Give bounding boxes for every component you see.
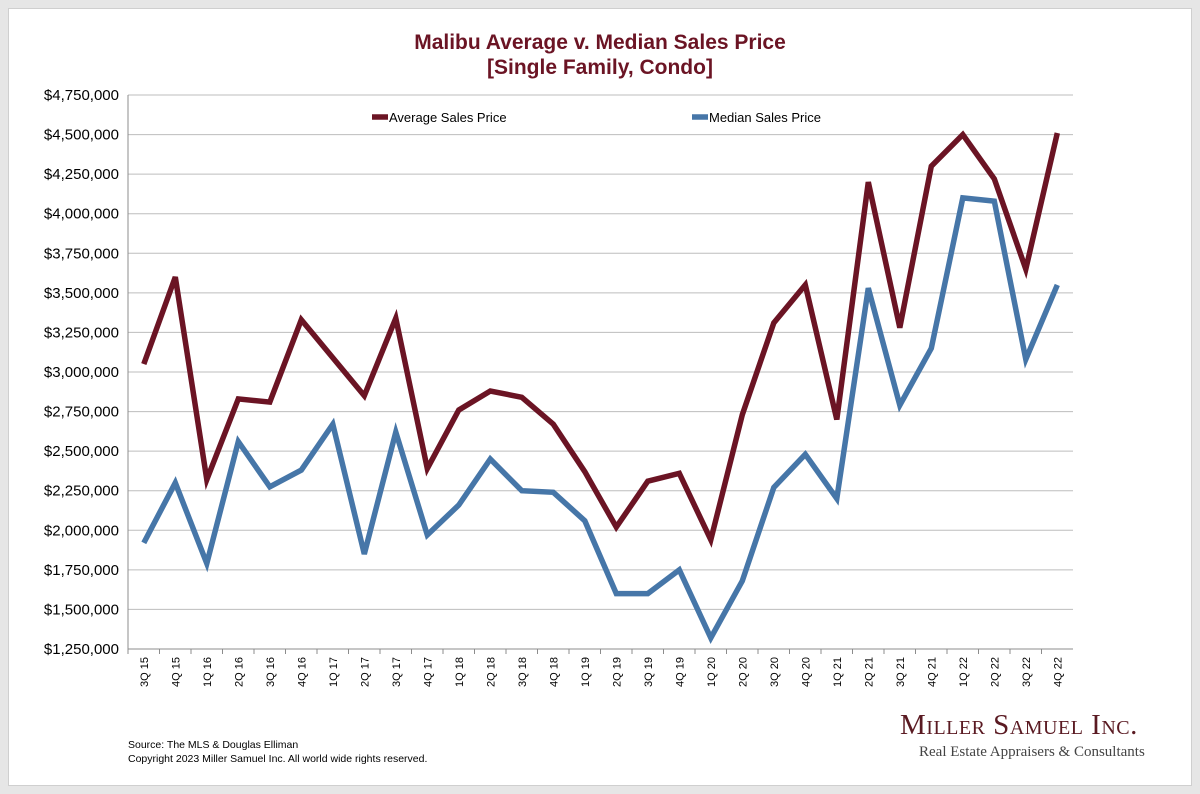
- brand-logo: Miller Samuel Inc. Real Estate Appraiser…: [900, 708, 1170, 761]
- chart-frame: [8, 8, 1192, 786]
- y-tick-label: $3,750,000: [44, 245, 119, 262]
- brand-tagline: Real Estate Appraisers & Consultants: [919, 744, 1145, 760]
- x-tick-label: 3Q 15: [139, 657, 151, 687]
- source-note: Source: The MLS & Douglas Elliman Copyri…: [128, 738, 427, 766]
- series-lines: [141, 130, 1060, 644]
- x-tick-label: 3Q 18: [517, 657, 529, 687]
- x-tick-label: 3Q 17: [391, 657, 403, 687]
- y-tick-label: $2,750,000: [44, 404, 119, 421]
- x-tick-label: 4Q 21: [926, 657, 938, 687]
- legend: Average Sales Price Median Sales Price: [372, 110, 821, 125]
- y-tick-label: $3,000,000: [44, 364, 119, 381]
- x-tick-label: 4Q 17: [422, 657, 434, 687]
- y-tick-label: $1,500,000: [44, 601, 119, 618]
- x-tick-label: 3Q 16: [265, 657, 277, 687]
- x-tick-label: 3Q 22: [1021, 657, 1033, 687]
- source-text: Source: The MLS & Douglas Elliman: [128, 739, 299, 751]
- y-tick-label: $3,500,000: [44, 285, 119, 302]
- grid-lines: [128, 94, 1073, 650]
- y-tick-label: $1,750,000: [44, 562, 119, 579]
- x-tick-label: 4Q 19: [674, 657, 686, 687]
- series-line-median: [141, 194, 1060, 644]
- x-tick-label: 4Q 16: [296, 657, 308, 687]
- y-tick-label: $4,000,000: [44, 206, 119, 223]
- x-tick-label: 1Q 18: [454, 657, 466, 687]
- series-line-average: [141, 130, 1060, 548]
- legend-label: Median Sales Price: [709, 110, 821, 125]
- y-tick-label: $2,250,000: [44, 483, 119, 500]
- x-tick-label: 4Q 15: [170, 657, 182, 687]
- copyright-text: Copyright 2023 Miller Samuel Inc. All wo…: [128, 753, 428, 765]
- y-tick-label: $2,000,000: [44, 522, 119, 539]
- x-tick-label: 1Q 21: [832, 657, 844, 687]
- y-tick-label: $3,250,000: [44, 324, 119, 341]
- chart-title-block: Malibu Average v. Median Sales Price [Si…: [0, 30, 1200, 80]
- x-tick-label: 2Q 16: [233, 657, 245, 687]
- x-tick-label: 4Q 22: [1052, 657, 1064, 687]
- x-tick-label: 1Q 16: [202, 657, 214, 687]
- x-tick-label: 1Q 17: [328, 657, 340, 687]
- legend-label: Average Sales Price: [389, 110, 507, 125]
- y-tick-label: $2,500,000: [44, 443, 119, 460]
- x-tick-label: 1Q 20: [706, 657, 718, 687]
- x-tick-label: 1Q 19: [580, 657, 592, 687]
- x-tick-label: 2Q 20: [737, 657, 749, 687]
- x-tick-label: 2Q 17: [359, 657, 371, 687]
- y-tick-label: $4,250,000: [44, 166, 119, 183]
- chart-title: Malibu Average v. Median Sales Price: [414, 31, 786, 54]
- x-tick-label: 3Q 20: [769, 657, 781, 687]
- y-axis: $1,250,000 $1,500,000 $1,750,000 $2,000,000…: [44, 87, 129, 658]
- y-tick-label: $1,250,000: [44, 641, 119, 658]
- x-tick-label: 2Q 19: [611, 657, 623, 687]
- x-tick-label: 2Q 22: [989, 657, 1001, 687]
- x-tick-label: 3Q 21: [895, 657, 907, 687]
- x-axis: 3Q 15 4Q 15 1Q 16 2Q 16 3Q 16 4Q 16 1Q 17 2Q 17…: [127, 648, 1073, 687]
- x-tick-label: 2Q 21: [863, 657, 875, 687]
- brand-name: Miller Samuel Inc.: [900, 709, 1138, 741]
- x-tick-label: 3Q 19: [643, 657, 655, 687]
- x-tick-label: 4Q 18: [548, 657, 560, 687]
- x-tick-label: 2Q 18: [485, 657, 497, 687]
- chart-subtitle: [Single Family, Condo]: [487, 56, 713, 79]
- y-tick-label: $4,500,000: [44, 127, 119, 144]
- y-tick-label: $4,750,000: [44, 87, 119, 104]
- x-tick-label: 4Q 20: [800, 657, 812, 687]
- x-tick-label: 1Q 22: [958, 657, 970, 687]
